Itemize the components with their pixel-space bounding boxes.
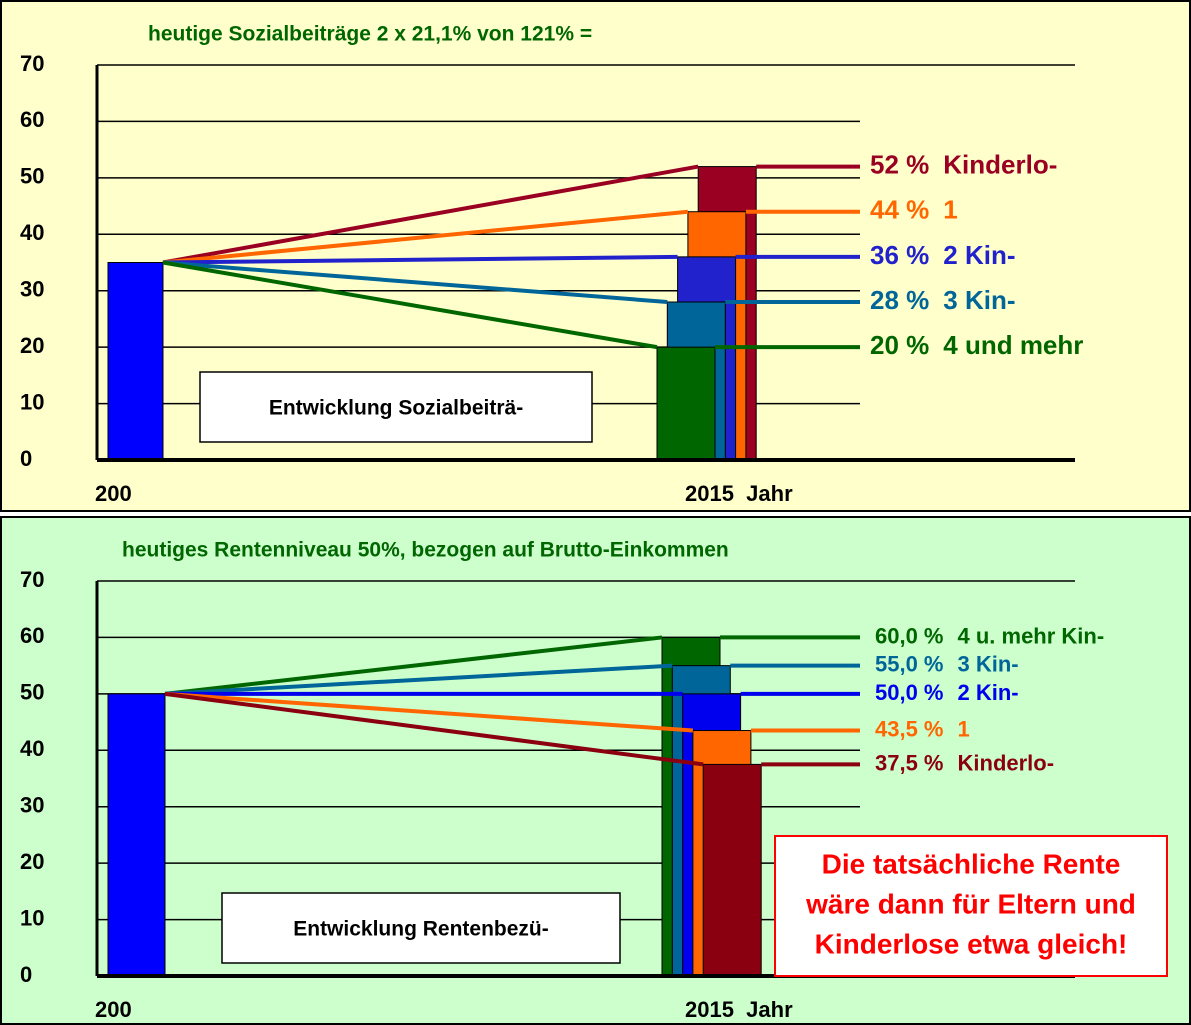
legend-label: 2 Kin- xyxy=(958,680,1019,705)
data-label: 52 % Kinderlo- xyxy=(870,149,1057,179)
note-box xyxy=(774,835,1168,977)
data-label: 60,0 % 4 u. mehr Kin- xyxy=(875,623,1104,648)
y-tick-label: 60 xyxy=(20,107,44,132)
y-tick-label: 70 xyxy=(20,51,44,76)
value-label: 36 % xyxy=(870,240,929,270)
data-label: 20 % 4 und mehr xyxy=(870,330,1083,360)
y-tick-label: 10 xyxy=(20,905,44,930)
legend-label: 3 Kin- xyxy=(943,285,1015,315)
y-tick-label: 20 xyxy=(20,849,44,874)
y-tick-label: 50 xyxy=(20,164,44,189)
info-box xyxy=(199,371,593,443)
y-tick-label: 20 xyxy=(20,333,44,358)
chart-title: heutiges Rentenniveau 50%, bezogen auf B… xyxy=(122,539,729,562)
trend-line xyxy=(164,663,673,696)
legend-label: Kinderlo- xyxy=(958,750,1055,775)
data-label: 50,0 % 2 Kin- xyxy=(875,680,1019,705)
value-label: 44 % xyxy=(870,195,929,225)
trend-line xyxy=(164,635,663,696)
data-label: 36 % 2 Kin- xyxy=(870,240,1016,270)
y-tick-label: 40 xyxy=(20,736,44,761)
trend-line xyxy=(162,260,658,350)
value-label: 50,0 % xyxy=(875,680,944,705)
bar xyxy=(107,262,164,461)
chart-title: heutige Sozialbeiträge 2 x 21,1% von 121… xyxy=(148,23,592,46)
info-box-text: Entwicklung Sozialbeiträ- xyxy=(269,397,523,420)
y-tick-label: 30 xyxy=(20,793,44,818)
data-label: 28 % 3 Kin- xyxy=(870,285,1016,315)
x-tick-label: 200 xyxy=(95,997,132,1022)
y-tick-label: 10 xyxy=(20,389,44,414)
note-text: wäre dann für Eltern und xyxy=(805,888,1136,919)
y-tick-label: 30 xyxy=(20,277,44,302)
legend-label: 4 und mehr xyxy=(943,330,1083,360)
y-tick-label: 70 xyxy=(20,567,44,592)
data-label: 43,5 % 1 xyxy=(875,716,970,741)
chart: heutiges Rentenniveau 50%, bezogen auf B… xyxy=(20,539,1168,1022)
x-tick-label: 200 xyxy=(95,481,132,506)
value-label: 28 % xyxy=(870,285,929,315)
info-box xyxy=(221,892,621,964)
info-box-text: Entwicklung Rentenbezü- xyxy=(293,918,549,941)
y-tick-label: 0 xyxy=(20,962,32,987)
y-tick-label: 60 xyxy=(20,623,44,648)
bar xyxy=(702,763,762,977)
chart: heutige Sozialbeiträge 2 x 21,1% von 121… xyxy=(20,23,1083,506)
trend-line xyxy=(164,691,694,733)
y-tick-label: 50 xyxy=(20,680,44,705)
data-label: 37,5 % Kinderlo- xyxy=(875,750,1054,775)
y-tick-label: 0 xyxy=(20,446,32,471)
legend-label: 2 Kin- xyxy=(943,240,1015,270)
legend-label: 1 xyxy=(943,195,957,225)
data-label: 55,0 % 3 Kin- xyxy=(875,651,1019,676)
value-label: 52 % xyxy=(870,149,929,179)
legend-label: Kinderlo- xyxy=(943,149,1057,179)
legend-label: 1 xyxy=(958,716,970,741)
trend-line xyxy=(162,254,678,265)
x-tick-label: 2015 Jahr xyxy=(685,481,793,506)
note-text: Kinderlose etwa gleich! xyxy=(815,928,1128,959)
note-text: Die tatsächliche Rente xyxy=(822,848,1121,879)
legend-label: 3 Kin- xyxy=(958,651,1019,676)
bar xyxy=(107,693,166,977)
bar xyxy=(656,346,716,461)
x-tick-label: 2015 Jahr xyxy=(685,997,793,1022)
value-label: 37,5 % xyxy=(875,750,944,775)
trend-line xyxy=(162,209,689,265)
value-label: 60,0 % xyxy=(875,623,944,648)
trend-line xyxy=(162,260,668,304)
value-label: 20 % xyxy=(870,330,929,360)
trend-line xyxy=(164,691,704,767)
data-label: 44 % 1 xyxy=(870,195,958,225)
legend-label: 4 u. mehr Kin- xyxy=(958,623,1105,648)
trend-line xyxy=(162,164,699,265)
value-label: 55,0 % xyxy=(875,651,944,676)
y-tick-label: 40 xyxy=(20,220,44,245)
value-label: 43,5 % xyxy=(875,716,944,741)
